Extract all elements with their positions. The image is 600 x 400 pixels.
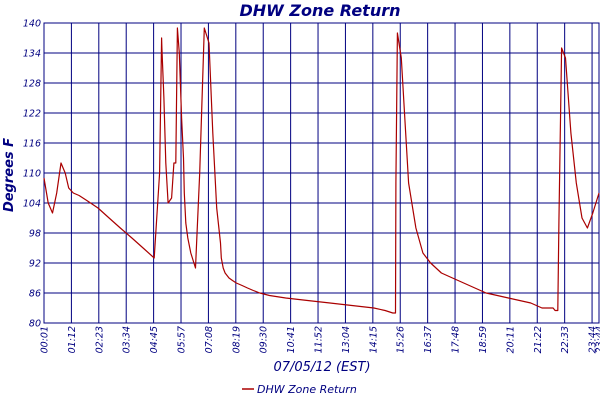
x-tick-label: 01:12 [67, 326, 78, 353]
x-tick-label: 07:08 [204, 326, 215, 353]
y-tick-label: 134 [23, 49, 41, 60]
x-tick-label: 23:44 [588, 326, 599, 353]
plot-area [43, 22, 600, 324]
x-tick-label: 02:23 [94, 326, 105, 353]
x-tick-label: 04:45 [149, 326, 160, 353]
x-tick-label: 14:15 [368, 326, 379, 353]
x-tick-label: 16:37 [423, 326, 434, 353]
legend-label: DHW Zone Return [257, 383, 357, 396]
y-tick-label: 116 [23, 139, 41, 150]
x-tick-label: 09:30 [259, 326, 270, 353]
x-tick-labels: 00:01 01:12 02:23 03:34 04:45 05:57 07:08 08:19… [40, 326, 600, 353]
x-tick-label: 20:11 [505, 326, 516, 353]
x-tick-label: 13:04 [341, 326, 352, 353]
x-tick-label: 05:57 [177, 326, 188, 353]
x-tick-label: 17:48 [451, 326, 462, 353]
x-tick-label: 10:41 [286, 326, 297, 353]
y-tick-label: 140 [23, 19, 41, 30]
x-tick-label: 22:33 [560, 326, 571, 353]
x-tick-label: 11:52 [314, 326, 325, 353]
y-tick-label: 98 [29, 229, 41, 240]
x-tick-label: 21:22 [533, 326, 544, 353]
x-axis-label: 07/05/12 (EST) [273, 360, 370, 375]
series-layer [43, 27, 600, 314]
y-tick-label: 122 [23, 109, 41, 120]
y-tick-labels: 80 86 92 98 104 110 116 122 128 134 140 [23, 19, 41, 330]
x-tick-label: 03:34 [122, 326, 133, 353]
y-axis-label: Degrees F [2, 138, 17, 212]
x-tick-label: 00:01 [40, 326, 51, 353]
x-tick-label: 15:26 [396, 326, 407, 353]
x-tick-label: 23:44 [595, 326, 600, 353]
y-tick-label: 86 [29, 289, 41, 300]
y-tick-label: 92 [29, 259, 41, 270]
y-tick-label: 110 [23, 169, 41, 180]
y-tick-label: 104 [23, 199, 41, 210]
y-tick-label: 128 [23, 79, 41, 90]
series-line [43, 27, 600, 314]
grid-lines [43, 22, 600, 324]
chart-title: DHW Zone Return [240, 1, 401, 20]
y-tick-label: 80 [29, 319, 41, 330]
x-tick-label: 18:59 [478, 326, 489, 353]
x-tick-label: 08:19 [231, 326, 242, 353]
legend: DHW Zone Return [242, 383, 357, 396]
